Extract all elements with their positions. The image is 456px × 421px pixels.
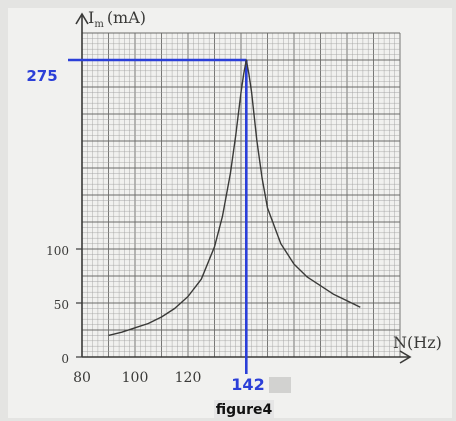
peak-x-label: 142 xyxy=(231,375,264,394)
x-tick-label: 100 xyxy=(122,370,149,386)
y-tick-label: 100 xyxy=(46,244,69,258)
figure-caption: figure4 xyxy=(216,402,273,418)
erased-patch xyxy=(269,377,291,393)
x-axis-title: N(Hz) xyxy=(393,333,442,352)
y-axis-arrow xyxy=(75,12,89,25)
x-axis-arrow xyxy=(399,350,412,364)
series-line xyxy=(108,59,361,337)
caption-background xyxy=(214,400,274,418)
series xyxy=(108,59,361,337)
y-tick-label: 50 xyxy=(54,298,69,312)
grid xyxy=(81,32,401,358)
peak-annotation xyxy=(68,58,248,374)
x-tick-label: 80 xyxy=(73,370,91,386)
y-axis-title: Im (mA) xyxy=(88,8,146,30)
x-tick-label: 120 xyxy=(175,370,202,386)
peak-y-label: 275 xyxy=(26,67,57,85)
y-tick-label: 0 xyxy=(61,352,69,366)
